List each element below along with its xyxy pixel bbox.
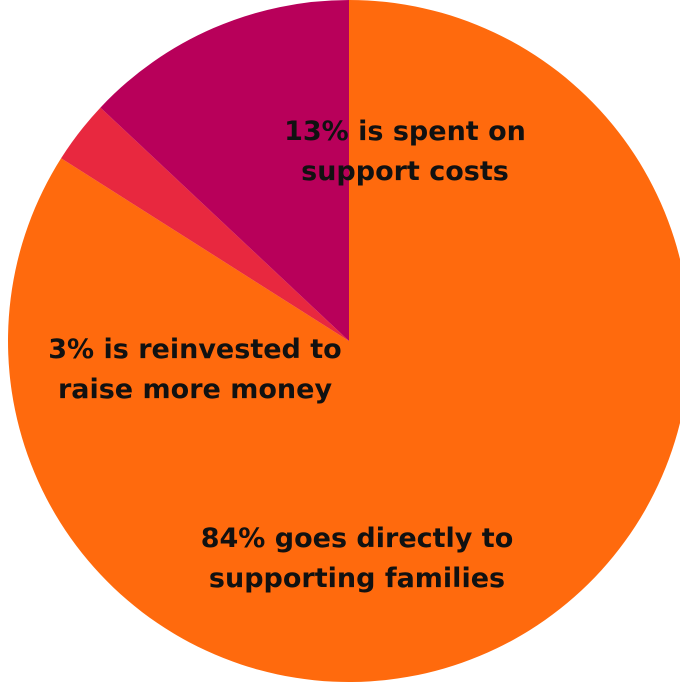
slice-label-0-line-0: 84% goes directly to [201,523,514,554]
slices-layer [8,0,680,682]
slice-reinvested [61,107,350,342]
slice-support-costs [100,0,350,341]
slice-label-0-line-1: supporting families [209,563,505,594]
slice-label-1: 3% is reinvested to raise more money [48,334,341,405]
slice-label-2-line-0: 13% is spent on [284,116,526,147]
slice-label-0: 84% goes directly to supporting families [201,523,514,594]
slice-label-2: 13% is spent on support costs [284,116,526,187]
slice-label-2-line-1: support costs [301,156,509,187]
slice-supporting-families [8,0,680,682]
slice-label-1-line-0: 3% is reinvested to [48,334,341,365]
slice-label-1-line-1: raise more money [58,374,333,405]
labels-layer: 84% goes directly to supporting families 3… [48,116,526,594]
